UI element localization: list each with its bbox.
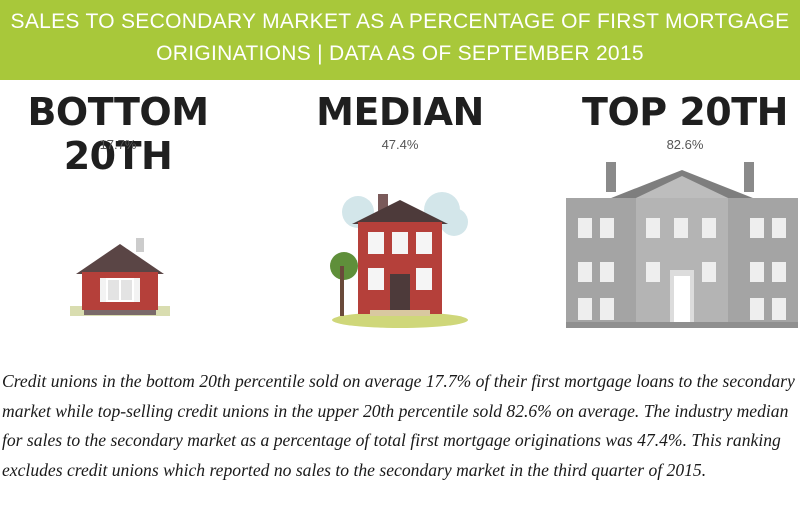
top-20th-value: 82.6% [666,137,704,152]
header-banner: SALES TO SECONDARY MARKET AS A PERCENTAG… [0,0,800,80]
bottom-20th-value: 17.7% [99,137,137,152]
two-story-house-icon [330,192,468,328]
header-title-line1: SALES TO SECONDARY MARKET AS A PERCENTAG… [10,10,790,33]
small-cottage-icon [70,238,170,316]
mansion-icon [566,162,798,328]
median-value: 47.4% [381,137,419,152]
header-title-line2: ORIGINATIONS | DATA AS OF SEPTEMBER 2015 [156,42,644,65]
top-20th-label: TOP 20TH [582,90,788,134]
caption-paragraph: Credit unions in the bottom 20th percent… [2,371,795,480]
bottom-20th-label: BOTTOM 20TH [27,90,209,178]
median-label: MEDIAN [316,90,484,134]
